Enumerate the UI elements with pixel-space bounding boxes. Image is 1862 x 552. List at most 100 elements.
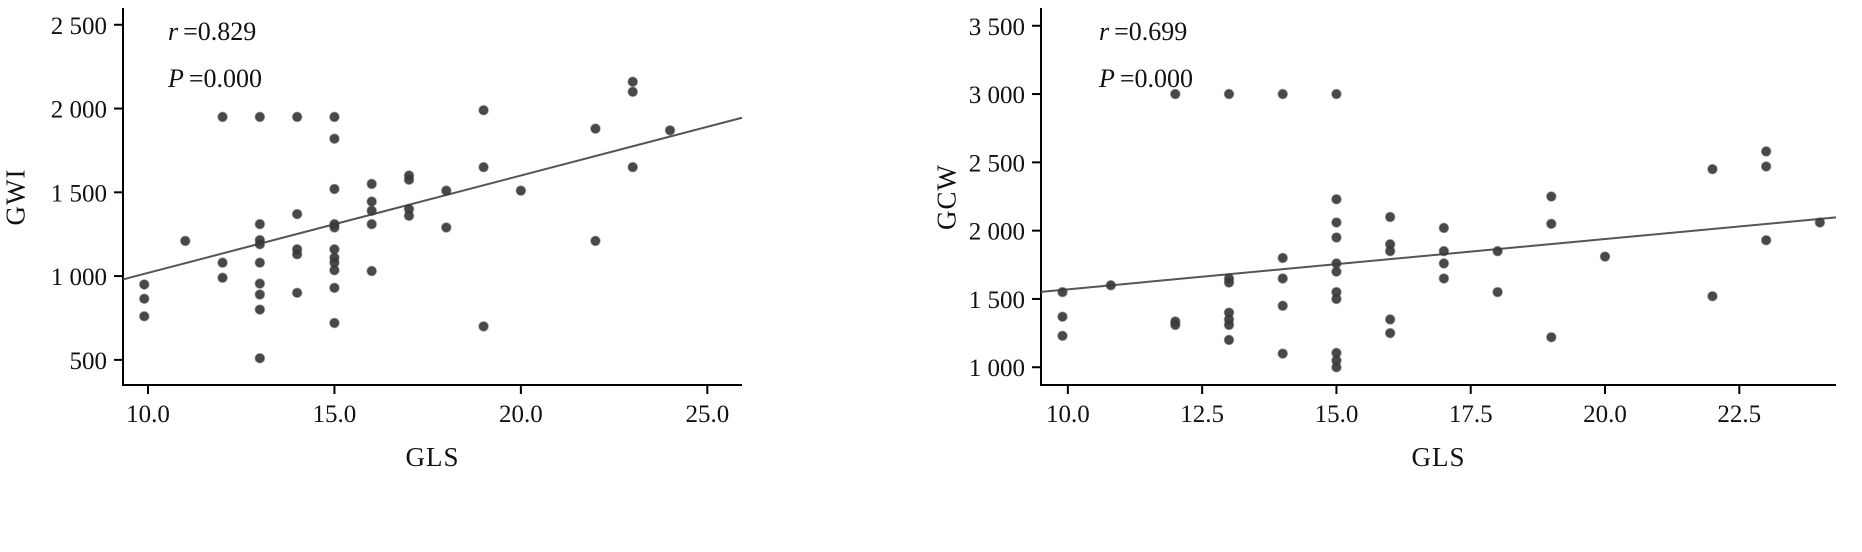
p-value: =0.000 — [1119, 64, 1194, 93]
x-tick-label: 12.5 — [1180, 401, 1224, 428]
data-point — [254, 304, 266, 315]
x-tick-label: 22.5 — [1717, 401, 1761, 428]
data-point — [1277, 348, 1288, 359]
data-point — [1057, 311, 1068, 322]
data-point — [403, 174, 415, 185]
data-point — [1760, 146, 1772, 157]
scatter-plot-gcw-vs-gls: 10.0 12.5 15.0 17.5 20.0 22.5 1 000 1 500 2 000 2… — [969, 8, 1837, 428]
data-point — [1438, 222, 1450, 234]
data-point — [627, 76, 638, 87]
data-point — [329, 111, 340, 123]
data-point — [1760, 234, 1772, 246]
data-point — [1707, 163, 1718, 175]
data-point — [515, 185, 527, 196]
r-value: =0.699 — [1114, 17, 1188, 46]
data-point — [1814, 217, 1826, 228]
data-point — [217, 272, 228, 284]
data-point — [139, 279, 150, 290]
x-tick-label: 20.0 — [1583, 401, 1627, 428]
pvalue-line: P =0.000 — [1099, 55, 1193, 102]
data-point — [1546, 331, 1557, 343]
data-point — [1438, 245, 1450, 257]
y-tick-label: 3 500 — [969, 14, 1025, 41]
data-point — [254, 278, 266, 289]
data-point — [291, 208, 303, 220]
data-point — [329, 183, 340, 195]
y-tick-label: 2 000 — [51, 97, 107, 124]
data-point — [1546, 191, 1557, 202]
data-point — [1331, 361, 1342, 373]
stats-annotation-gwi: r =0.829 P =0.000 — [168, 8, 262, 102]
data-point — [1492, 286, 1503, 298]
x-tick-label: 17.5 — [1449, 401, 1493, 428]
data-point — [329, 222, 340, 233]
data-point — [478, 161, 489, 173]
data-point — [1599, 251, 1611, 262]
x-tick-label: 10.0 — [1046, 401, 1090, 428]
data-point — [1277, 300, 1288, 312]
y-tick-label: 3 000 — [969, 82, 1025, 109]
data-point — [1438, 273, 1450, 284]
data-point — [1105, 280, 1117, 291]
x-axis-label-gls-right: GLS — [1411, 442, 1466, 472]
regression-line — [122, 116, 743, 281]
x-tick-label: 25.0 — [685, 401, 729, 428]
stats-annotation-gcw: r =0.699 P =0.000 — [1099, 8, 1193, 102]
data-point — [1277, 273, 1288, 284]
chart-panel-gcw: 10.0 12.5 15.0 17.5 20.0 22.5 1 000 1 500 2 000 2… — [931, 0, 1862, 552]
r-symbol: r — [168, 17, 179, 46]
regression-line — [1040, 216, 1837, 293]
data-point — [1331, 232, 1342, 243]
y-tick-label: 2 000 — [969, 219, 1025, 246]
y-axis-label-gcw: GCW — [931, 164, 962, 230]
data-point — [590, 235, 601, 247]
data-point — [217, 111, 228, 123]
data-point — [1223, 277, 1235, 288]
data-point — [254, 111, 266, 123]
r-symbol: r — [1099, 17, 1110, 46]
data-point — [329, 264, 340, 276]
correlation-line: r =0.699 — [1099, 8, 1193, 55]
data-point — [1384, 314, 1396, 325]
data-point — [1331, 88, 1342, 100]
data-point — [1277, 88, 1288, 100]
y-tick-label: 1 500 — [51, 180, 107, 207]
y-axis-label-gwi: GWI — [0, 168, 31, 226]
pvalue-line: P =0.000 — [168, 55, 262, 102]
y-tick-label: 1 500 — [969, 287, 1025, 314]
data-point — [254, 352, 266, 364]
data-point — [1223, 334, 1235, 346]
x-axis-label-gls-left: GLS — [405, 442, 460, 472]
data-point — [1384, 211, 1396, 223]
axis-lines — [1040, 8, 1836, 386]
chart-panel-gwi: 10.0 15.0 20.0 25.0 500 1 000 1 500 2 000 2 500 … — [0, 8, 743, 472]
y-tick-label: 500 — [70, 348, 108, 375]
data-point — [590, 123, 601, 134]
data-point — [329, 133, 340, 144]
data-point — [254, 289, 266, 300]
x-tick-label: 10.0 — [126, 401, 170, 428]
data-point — [403, 210, 415, 222]
data-point — [217, 257, 228, 268]
data-point — [664, 125, 676, 136]
scatter-plot-gwi-vs-gls: 10.0 15.0 20.0 25.0 500 1 000 1 500 2 000 2 500 — [51, 8, 743, 428]
data-point — [366, 205, 377, 216]
data-point — [441, 185, 452, 196]
data-point — [291, 111, 303, 123]
data-point — [1438, 258, 1450, 269]
data-point — [627, 86, 638, 98]
data-point — [329, 282, 340, 294]
data-point — [1492, 245, 1503, 257]
data-point — [1384, 327, 1396, 339]
data-point — [139, 311, 150, 322]
data-point — [366, 178, 377, 190]
data-point — [366, 265, 377, 277]
data-point — [1223, 88, 1235, 100]
data-point — [1331, 293, 1342, 305]
p-symbol: P — [168, 64, 184, 93]
data-point — [478, 321, 489, 332]
data-point — [329, 317, 340, 329]
p-symbol: P — [1099, 64, 1115, 93]
data-point — [366, 218, 377, 230]
data-point — [1331, 266, 1342, 277]
